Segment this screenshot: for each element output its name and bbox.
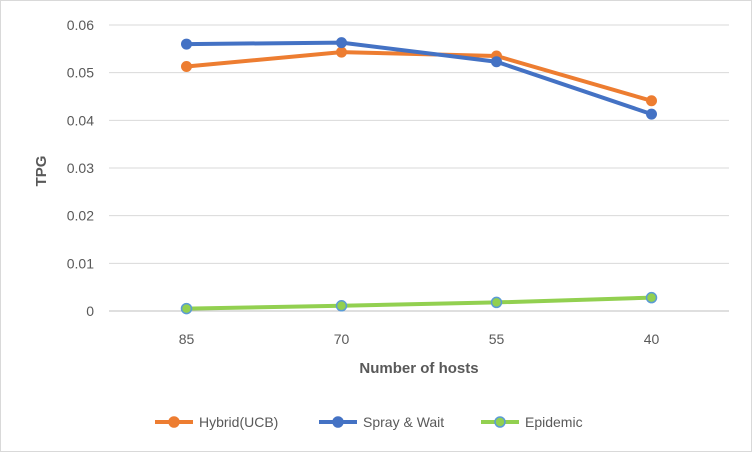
data-point: [646, 95, 657, 107]
y-axis-ticks: 0 0.01 0.02 0.03 0.04 0.05 0.06: [67, 17, 94, 319]
data-point: [181, 38, 192, 50]
legend-label: Spray & Wait: [363, 414, 444, 430]
legend-label: Epidemic: [525, 414, 583, 430]
x-tick-label: 85: [179, 331, 195, 347]
x-axis-label: Number of hosts: [359, 360, 478, 377]
y-tick-label: 0.05: [67, 65, 94, 81]
y-tick-label: 0.04: [67, 112, 94, 128]
legend-item: Hybrid(UCB): [155, 414, 278, 430]
y-tick-label: 0.06: [67, 17, 94, 33]
x-axis-ticks: 85 70 55 40: [179, 331, 660, 347]
legend-item: Epidemic: [481, 414, 583, 430]
y-tick-label: 0.03: [67, 160, 94, 176]
series-line: [184, 50, 654, 103]
series-layer: [180, 37, 658, 315]
x-tick-label: 40: [644, 331, 660, 347]
legend: Hybrid(UCB) Spray & Wait Epidemic: [155, 414, 583, 430]
data-point: [491, 56, 502, 68]
data-point: [645, 291, 658, 304]
y-axis-label: TPG: [33, 156, 50, 187]
y-tick-label: 0.01: [67, 255, 94, 271]
series-line: [184, 295, 654, 311]
y-tick-label: 0.02: [67, 208, 94, 224]
legend-swatch-marker: [332, 416, 344, 428]
series-line: [184, 40, 654, 117]
data-point: [335, 300, 348, 312]
data-point: [180, 302, 193, 315]
data-point: [336, 46, 347, 58]
legend-swatch-marker: [494, 416, 506, 428]
data-point: [336, 37, 347, 49]
legend-swatch-marker: [168, 416, 180, 428]
data-point: [490, 296, 503, 309]
series-hybrid-ucb: [181, 46, 657, 107]
data-point: [181, 60, 192, 72]
legend-label: Hybrid(UCB): [199, 414, 278, 430]
legend-item: Spray & Wait: [319, 414, 444, 430]
series-epidemic: [180, 291, 658, 315]
x-tick-label: 70: [334, 331, 350, 347]
x-tick-label: 55: [489, 331, 505, 347]
gridlines: [109, 24, 729, 312]
series-spray-wait: [181, 37, 657, 120]
data-point: [646, 108, 657, 120]
y-tick-label: 0: [86, 303, 94, 319]
